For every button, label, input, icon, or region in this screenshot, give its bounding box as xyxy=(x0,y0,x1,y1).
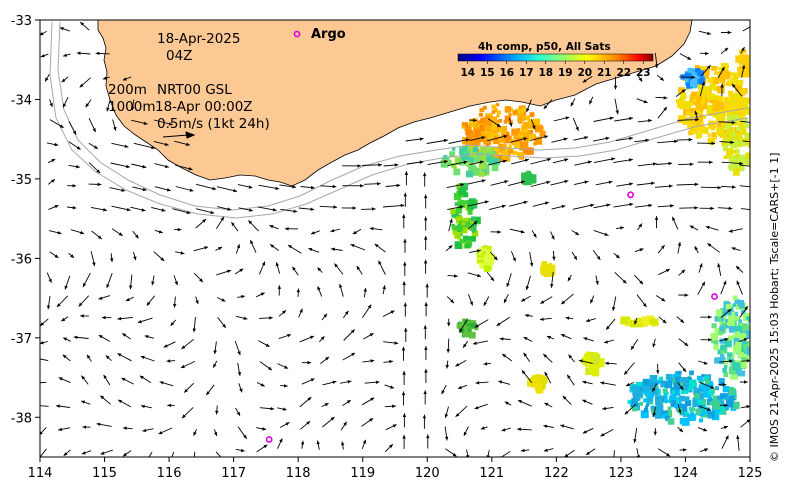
plot-frame xyxy=(39,19,751,458)
land-australia xyxy=(97,20,693,187)
scale-vector-label: 0.5m/s (1kt 24h) xyxy=(157,116,270,132)
colorbar: 4h comp, p50, All Sats 14 15 16 17 18 19 20 21 2… xyxy=(457,41,654,79)
colorbar-tick-label: 20 xyxy=(577,67,592,79)
y-tick-label: -35 xyxy=(11,173,32,188)
argo-float-marker xyxy=(711,293,718,300)
argo-floats xyxy=(265,191,718,443)
credit-label: © IMOS 21-Apr-2025 15:03 Hobart; Tscale=… xyxy=(768,153,781,462)
y-tick-label: -36 xyxy=(11,252,32,267)
current-vectors xyxy=(40,21,750,457)
x-tick-label: 121 xyxy=(479,466,504,481)
map-date: 18-Apr-2025 xyxy=(157,31,240,47)
product-name: NRT00 GSL xyxy=(157,82,232,98)
argo-legend-icon xyxy=(293,30,301,38)
x-tick-label: 117 xyxy=(221,466,246,481)
colorbar-tick-label: 14 xyxy=(460,67,475,79)
contour-label-200m: 200m xyxy=(108,82,147,98)
x-tick-label: 115 xyxy=(92,466,117,481)
colorbar-tick-label: 19 xyxy=(558,67,573,79)
argo-float-marker xyxy=(265,436,273,443)
contour-label-1000m: 1000m xyxy=(108,99,156,115)
x-tick-label: 119 xyxy=(350,466,375,481)
colorbar-title: 4h comp, p50, All Sats xyxy=(478,41,611,53)
x-tick-label: 120 xyxy=(415,466,440,481)
colorbar-tick-label: 16 xyxy=(499,67,514,79)
x-tick-label: 124 xyxy=(673,466,698,481)
bathymetry-contours xyxy=(49,21,749,219)
scale-vector-arrow xyxy=(162,131,196,139)
x-tick-label: 123 xyxy=(608,466,633,481)
x-tick-label: 116 xyxy=(157,466,182,481)
colorbar-tick-label: 15 xyxy=(480,67,495,79)
y-tick-label: -34 xyxy=(11,93,32,108)
argo-legend-label: Argo xyxy=(311,27,346,42)
colorbar-tick-label: 22 xyxy=(616,67,631,79)
product-date: 18-Apr 00:00Z xyxy=(155,99,253,115)
x-tick-label: 125 xyxy=(738,466,763,481)
map-time: 04Z xyxy=(166,48,192,64)
colorbar-tick-label: 17 xyxy=(519,67,534,79)
colorbar-tick-label: 23 xyxy=(636,67,651,79)
x-tick-label: 118 xyxy=(286,466,311,481)
y-tick-label: -37 xyxy=(11,332,32,347)
y-tick-label: -38 xyxy=(11,411,32,426)
colorbar-tick-label: 18 xyxy=(538,67,553,79)
argo-float-marker xyxy=(627,191,634,199)
y-axis: -33 -34 -35 -36 -37 -38 xyxy=(11,14,40,426)
colorbar-tick-label: 21 xyxy=(597,67,612,79)
x-tick-label: 122 xyxy=(544,466,569,481)
y-tick-label: -33 xyxy=(11,14,32,29)
x-axis: 114 115 116 117 118 119 120 121 122 123 124 125 xyxy=(28,457,763,481)
colorbar-gradient xyxy=(457,53,654,62)
x-tick-label: 114 xyxy=(28,466,53,481)
sst-patches xyxy=(440,49,750,426)
